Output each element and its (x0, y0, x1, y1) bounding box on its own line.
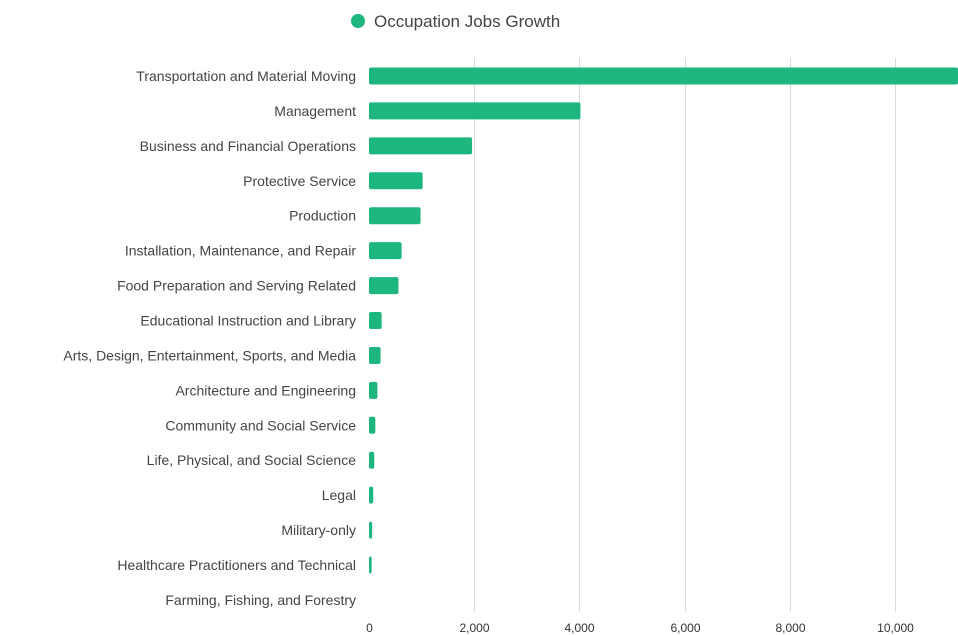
category-label: Food Preparation and Serving Related (117, 278, 356, 294)
bar[interactable] (369, 102, 581, 120)
category-label: Management (274, 103, 356, 119)
bar[interactable] (369, 207, 421, 225)
category-label: Architecture and Engineering (175, 382, 356, 398)
bar[interactable] (369, 416, 376, 434)
category-label: Healthcare Practitioners and Technical (117, 557, 356, 573)
x-tick-label: 10,000 (877, 621, 914, 635)
legend-label: Occupation Jobs Growth (374, 12, 560, 31)
legend-marker (351, 14, 365, 28)
x-axis-tick-labels: 0 2,000 4,000 6,000 8,000 10,000 (366, 621, 914, 635)
bar[interactable] (369, 242, 402, 260)
category-label: Farming, Fishing, and Forestry (165, 592, 356, 608)
bar[interactable] (369, 137, 473, 155)
x-tick-label: 8,000 (775, 621, 805, 635)
category-label: Arts, Design, Entertainment, Sports, and… (63, 347, 356, 363)
category-labels: Transportation and Material Moving Manage… (63, 68, 356, 608)
bar[interactable] (369, 381, 378, 399)
category-label: Transportation and Material Moving (136, 68, 356, 84)
category-label: Educational Instruction and Library (140, 313, 356, 329)
bar[interactable] (369, 451, 375, 469)
category-label: Life, Physical, and Social Science (147, 452, 357, 468)
grid (474, 58, 896, 612)
bar[interactable] (369, 172, 423, 190)
category-label: Production (289, 208, 356, 224)
category-label: Installation, Maintenance, and Repair (125, 243, 356, 259)
x-tick-label: 6,000 (670, 621, 700, 635)
bar[interactable] (369, 346, 381, 364)
x-tick-label: 4,000 (564, 621, 594, 635)
category-label: Community and Social Service (165, 417, 356, 433)
bar[interactable] (369, 277, 399, 295)
bar[interactable] (369, 312, 382, 330)
bar[interactable] (369, 556, 372, 574)
bar[interactable] (369, 486, 374, 504)
category-label: Military-only (281, 522, 356, 538)
bar[interactable] (369, 521, 373, 539)
bar[interactable] (369, 67, 958, 85)
category-label: Legal (322, 487, 356, 503)
category-label: Business and Financial Operations (140, 138, 356, 154)
category-label: Protective Service (243, 173, 356, 189)
legend[interactable]: Occupation Jobs Growth (351, 12, 560, 31)
x-tick-label: 2,000 (459, 621, 489, 635)
x-tick-label: 0 (366, 621, 373, 635)
bars (369, 67, 958, 574)
